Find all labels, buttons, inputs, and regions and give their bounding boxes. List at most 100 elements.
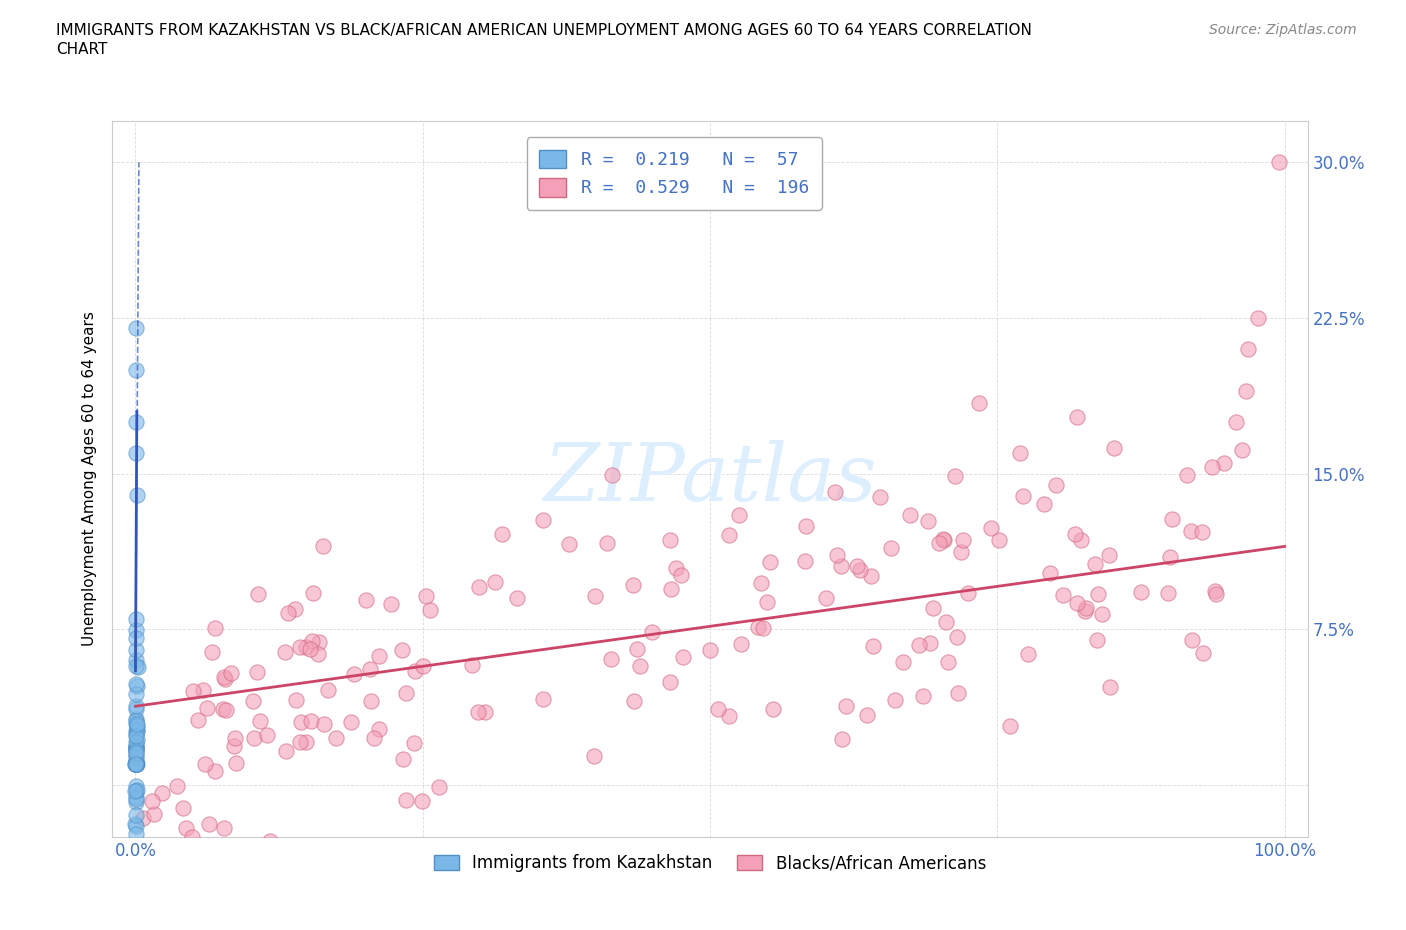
- Point: [531, 692, 554, 707]
- Point: [830, 558, 852, 573]
- Point: [124, 757, 146, 772]
- Point: [987, 533, 1010, 548]
- Point: [461, 658, 484, 672]
- Point: [146, 848, 169, 863]
- Point: [343, 667, 366, 682]
- Point: [316, 682, 339, 697]
- Point: [759, 554, 782, 569]
- Point: [935, 615, 957, 630]
- Point: [125, 757, 148, 772]
- Point: [187, 713, 209, 728]
- Point: [948, 685, 970, 700]
- Point: [125, 733, 148, 748]
- Point: [1177, 467, 1199, 482]
- Point: [491, 526, 513, 541]
- Point: [1181, 632, 1204, 647]
- Point: [1098, 548, 1121, 563]
- Point: [308, 635, 330, 650]
- Point: [1070, 532, 1092, 547]
- Point: [125, 757, 148, 772]
- Point: [127, 659, 149, 674]
- Point: [1246, 311, 1268, 325]
- Point: [834, 699, 856, 714]
- Point: [946, 630, 969, 644]
- Point: [249, 713, 271, 728]
- Point: [246, 587, 269, 602]
- Point: [467, 704, 489, 719]
- Point: [869, 489, 891, 504]
- Point: [125, 791, 148, 806]
- Point: [943, 469, 966, 484]
- Point: [1084, 556, 1107, 571]
- Point: [246, 665, 269, 680]
- Point: [1066, 409, 1088, 424]
- Point: [219, 666, 242, 681]
- Point: [125, 734, 148, 749]
- Point: [1159, 550, 1181, 565]
- Point: [125, 611, 148, 626]
- Point: [242, 694, 264, 709]
- Point: [169, 842, 191, 857]
- Point: [1074, 604, 1097, 618]
- Point: [404, 663, 426, 678]
- Point: [125, 757, 148, 772]
- Point: [1063, 526, 1085, 541]
- Point: [1192, 645, 1215, 660]
- Point: [125, 778, 148, 793]
- Point: [531, 512, 554, 527]
- Point: [125, 818, 148, 833]
- Point: [212, 670, 235, 684]
- Point: [1010, 445, 1032, 460]
- Point: [181, 684, 204, 698]
- Point: [125, 757, 148, 772]
- Point: [468, 579, 491, 594]
- Point: [339, 714, 361, 729]
- Point: [198, 817, 221, 831]
- Point: [956, 585, 979, 600]
- Point: [125, 717, 148, 732]
- Point: [288, 640, 311, 655]
- Point: [124, 740, 146, 755]
- Point: [125, 807, 148, 822]
- Point: [125, 757, 148, 772]
- Y-axis label: Unemployment Among Ages 60 to 64 years: Unemployment Among Ages 60 to 64 years: [82, 312, 97, 646]
- Point: [1039, 566, 1062, 581]
- Point: [918, 635, 941, 650]
- Point: [1201, 460, 1223, 475]
- Point: [295, 640, 318, 655]
- Point: [911, 689, 934, 704]
- Point: [917, 513, 939, 528]
- Point: [125, 698, 148, 713]
- Point: [367, 722, 389, 737]
- Point: [124, 723, 146, 737]
- Text: ZIPatlas: ZIPatlas: [543, 440, 877, 518]
- Point: [125, 652, 148, 667]
- Point: [222, 738, 245, 753]
- Point: [194, 756, 217, 771]
- Point: [1191, 525, 1213, 539]
- Point: [747, 619, 769, 634]
- Point: [583, 588, 606, 603]
- Point: [1102, 441, 1125, 456]
- Text: IMMIGRANTS FROM KAZAKHSTAN VS BLACK/AFRICAN AMERICAN UNEMPLOYMENT AMONG AGES 60 : IMMIGRANTS FROM KAZAKHSTAN VS BLACK/AFRI…: [56, 23, 1032, 38]
- Point: [921, 600, 943, 615]
- Point: [628, 658, 651, 673]
- Point: [125, 631, 148, 645]
- Point: [125, 363, 148, 378]
- Point: [936, 654, 959, 669]
- Point: [125, 716, 148, 731]
- Point: [124, 783, 146, 798]
- Point: [600, 652, 623, 667]
- Point: [1161, 512, 1184, 526]
- Point: [391, 643, 413, 658]
- Point: [124, 748, 146, 763]
- Point: [862, 638, 884, 653]
- Point: [794, 553, 817, 568]
- Point: [1213, 456, 1236, 471]
- Point: [856, 708, 879, 723]
- Point: [928, 536, 950, 551]
- Point: [827, 548, 849, 563]
- Point: [124, 750, 146, 764]
- Point: [125, 790, 148, 804]
- Point: [717, 528, 740, 543]
